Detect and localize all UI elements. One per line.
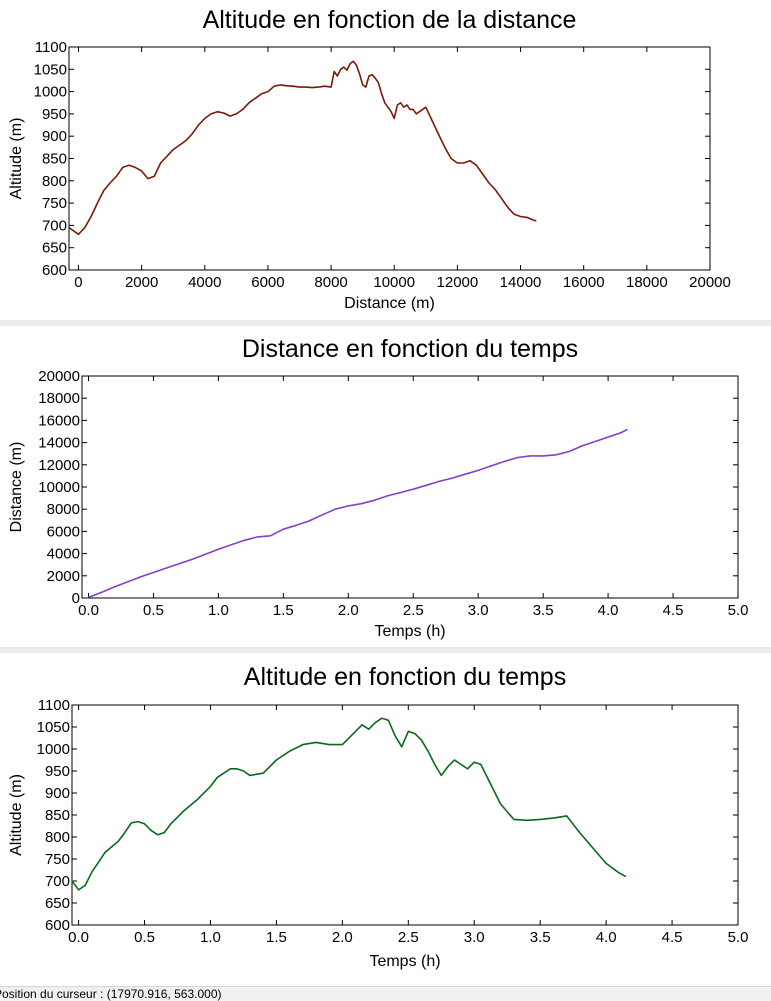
y-tick-label: 950 xyxy=(45,763,70,780)
y-tick-label: 1100 xyxy=(35,39,67,56)
series-line xyxy=(71,717,627,891)
y-tick-label: 1000 xyxy=(34,84,67,101)
x-tick-label: 0.5 xyxy=(134,929,155,946)
separator-2 xyxy=(0,647,771,653)
x-tick-label: 4.0 xyxy=(598,602,619,619)
y-tick-label: 4000 xyxy=(47,546,80,563)
y-tick-label: 1100 xyxy=(38,697,70,714)
x-axis-label: Temps (h) xyxy=(374,623,445,640)
y-tick-label: 12000 xyxy=(38,457,80,474)
x-tick-label: 4000 xyxy=(188,274,221,291)
y-tick-label: 800 xyxy=(42,173,67,190)
y-tick-label: 8000 xyxy=(47,501,80,518)
x-tick-label: 6000 xyxy=(251,274,284,291)
status-bar: Position du curseur : (17970.916, 563.00… xyxy=(0,986,771,1001)
x-tick-label: 1.0 xyxy=(200,929,221,946)
x-tick-label: 2.0 xyxy=(338,602,359,619)
y-tick-label: 850 xyxy=(45,807,70,824)
y-tick-label: 1000 xyxy=(37,741,70,758)
y-tick-label: 0 xyxy=(72,590,80,607)
x-tick-label: 0.5 xyxy=(143,602,164,619)
x-tick-label: 5.0 xyxy=(728,602,749,619)
y-tick-label: 2000 xyxy=(47,568,80,585)
chart-title: Altitude en fonction du temps xyxy=(244,663,566,691)
y-tick-label: 18000 xyxy=(38,390,80,407)
y-tick-label: 14000 xyxy=(38,435,80,452)
y-axis-label: Altitude (m) xyxy=(8,118,25,200)
plot-area xyxy=(68,46,711,271)
x-tick-label: 10000 xyxy=(373,274,415,291)
y-tick-label: 10000 xyxy=(38,479,80,496)
y-tick-label: 1050 xyxy=(37,719,70,736)
x-tick-label: 1.5 xyxy=(273,602,294,619)
x-tick-label: 3.5 xyxy=(533,602,554,619)
y-tick-label: 16000 xyxy=(38,412,80,429)
x-tick-label: 4.0 xyxy=(596,929,617,946)
y-tick-label: 1050 xyxy=(34,61,67,78)
x-tick-label: 1.5 xyxy=(266,929,287,946)
series-line xyxy=(88,428,628,599)
y-tick-label: 750 xyxy=(42,195,67,212)
y-axis-label: Distance (m) xyxy=(8,442,25,533)
x-tick-label: 3.5 xyxy=(530,929,551,946)
y-tick-label: 20000 xyxy=(38,368,80,385)
x-tick-label: 1.0 xyxy=(208,602,229,619)
x-tick-label: 18000 xyxy=(626,274,668,291)
chart-title: Altitude en fonction de la distance xyxy=(203,6,577,34)
y-tick-label: 650 xyxy=(42,240,67,257)
separator-1 xyxy=(0,320,771,326)
y-axis-label: Altitude (m) xyxy=(8,774,25,856)
x-tick-label: 4.5 xyxy=(663,602,684,619)
x-tick-label: 0.0 xyxy=(78,602,99,619)
x-tick-label: 2000 xyxy=(125,274,158,291)
plot-area xyxy=(81,375,739,599)
x-tick-label: 0 xyxy=(74,274,82,291)
y-tick-label: 800 xyxy=(45,829,70,846)
plot-area xyxy=(71,704,739,926)
x-tick-label: 8000 xyxy=(314,274,347,291)
y-tick-label: 850 xyxy=(42,151,67,168)
y-tick-label: 700 xyxy=(45,873,70,890)
x-tick-label: 5.0 xyxy=(728,929,749,946)
series-line xyxy=(68,60,537,236)
y-tick-label: 600 xyxy=(42,262,67,279)
x-tick-label: 16000 xyxy=(563,274,605,291)
chart-altitude-distance: Altitude en fonction de la distance 600 65… xyxy=(8,6,731,312)
y-tick-label: 900 xyxy=(42,128,67,145)
x-axis-label: Distance (m) xyxy=(344,295,435,312)
x-axis-label: Temps (h) xyxy=(369,953,440,970)
y-tick-label: 6000 xyxy=(47,523,80,540)
x-tick-label: 2.5 xyxy=(398,929,419,946)
chart-distance-temps: Distance en fonction du temps 0 2000 4000 60… xyxy=(8,335,749,640)
x-tick-label: 12000 xyxy=(437,274,479,291)
x-tick-label: 3.0 xyxy=(468,602,489,619)
x-tick-label: 20000 xyxy=(689,274,731,291)
chart-altitude-temps: Altitude en fonction du temps 600 650 700 75… xyxy=(8,663,749,970)
x-tick-label: 2.5 xyxy=(403,602,424,619)
x-tick-label: 3.0 xyxy=(464,929,485,946)
x-tick-label: 2.0 xyxy=(332,929,353,946)
chart-title: Distance en fonction du temps xyxy=(242,335,578,363)
x-tick-label: 0.0 xyxy=(68,929,89,946)
x-tick-label: 14000 xyxy=(500,274,542,291)
x-tick-label: 4.5 xyxy=(662,929,683,946)
y-tick-label: 900 xyxy=(45,785,70,802)
y-tick-label: 750 xyxy=(45,851,70,868)
y-tick-label: 650 xyxy=(45,895,70,912)
cursor-position-text: Position du curseur : (17970.916, 563.00… xyxy=(0,987,222,1001)
y-tick-label: 700 xyxy=(42,217,67,234)
y-tick-label: 950 xyxy=(42,106,67,123)
y-tick-label: 600 xyxy=(45,917,70,934)
